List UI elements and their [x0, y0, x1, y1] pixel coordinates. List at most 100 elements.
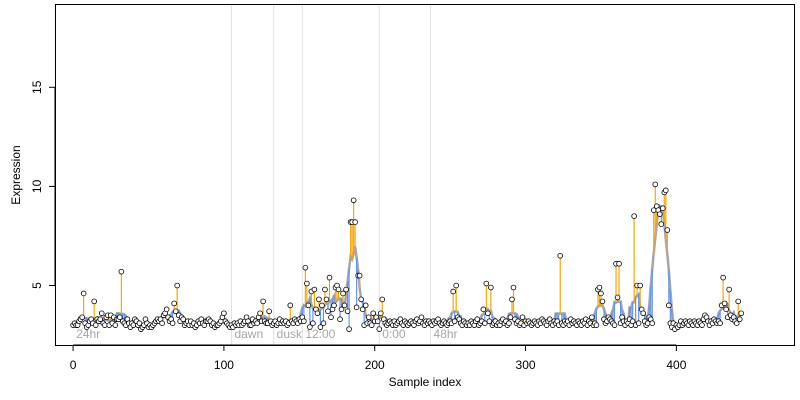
data-point [80, 290, 87, 297]
data-point [720, 274, 726, 281]
data-point [343, 286, 349, 293]
data-point [136, 320, 143, 326]
x-axis: 0 100 200 300 400 [70, 344, 687, 372]
y-tick-label: 15 [30, 80, 44, 94]
data-point [118, 268, 125, 275]
section-label: dusk [277, 327, 303, 341]
data-point [616, 260, 622, 267]
data-point [320, 320, 327, 326]
data-point [723, 306, 729, 313]
data-point [485, 310, 491, 317]
section-label: 24hr [76, 327, 100, 341]
data-point [557, 252, 564, 259]
section-labels: 24hr dawn dusk 12:00 0:00 48hr [76, 327, 457, 341]
data-point [735, 298, 741, 305]
data-point [359, 306, 366, 313]
data-point [323, 296, 330, 303]
data-point [629, 318, 636, 325]
x-axis-title: Sample index [389, 375, 462, 389]
data-point [314, 310, 321, 317]
y-axis: 5 10 15 [30, 80, 56, 289]
data-point [663, 187, 669, 194]
data-point [509, 296, 515, 303]
data-point [611, 322, 618, 328]
data-point [337, 316, 343, 323]
data-point [507, 314, 514, 321]
data-point [659, 205, 666, 212]
data-point [112, 322, 119, 328]
data-point [377, 310, 384, 317]
x-tick-label: 0 [70, 358, 77, 372]
data-point [593, 322, 600, 328]
data-point [302, 264, 309, 271]
x-tick-label: 400 [666, 358, 686, 372]
data-point [370, 310, 377, 317]
data-point [338, 306, 345, 313]
data-point [97, 316, 104, 323]
data-point [652, 181, 659, 188]
data-point [356, 272, 363, 279]
data-point [346, 326, 352, 332]
data-point [316, 296, 322, 303]
x-tick-label: 200 [365, 358, 385, 372]
data-point [480, 306, 487, 313]
data-point [91, 298, 98, 305]
data-point [726, 286, 732, 293]
data-point [117, 314, 123, 321]
data-point [163, 306, 170, 313]
data-point [307, 324, 313, 330]
data-point [450, 288, 456, 295]
data-point [451, 318, 458, 325]
data-point [649, 320, 656, 326]
section-dividers [230, 4, 432, 345]
data-point [474, 316, 481, 323]
section-label: dawn [234, 327, 263, 341]
data-point [631, 213, 637, 219]
data-point [599, 298, 606, 305]
section-label: 0:00 [382, 327, 406, 341]
data-point [171, 300, 177, 307]
data-point [510, 284, 517, 291]
data-point [358, 296, 364, 303]
data-point [637, 282, 643, 289]
data-point [379, 296, 386, 303]
data-point [656, 211, 663, 217]
data-point [305, 302, 312, 309]
data-point [326, 274, 333, 281]
data-point [325, 308, 331, 315]
data-point [736, 316, 743, 323]
data-point [169, 320, 176, 326]
data-point [311, 286, 318, 293]
y-tick-label: 5 [30, 282, 44, 289]
data-point [658, 221, 665, 227]
data-point [101, 322, 108, 328]
data-point [340, 290, 346, 297]
data-point [174, 282, 180, 289]
data-point [486, 318, 493, 325]
data-point [717, 320, 723, 326]
data-point [733, 320, 740, 326]
data-point [287, 302, 294, 309]
data-point [699, 322, 705, 328]
data-point [664, 227, 671, 233]
data-point [376, 326, 383, 332]
data-point [589, 314, 595, 321]
data-point [418, 314, 425, 321]
y-tick-label: 10 [30, 179, 44, 193]
data-point [352, 219, 358, 225]
data-point [362, 302, 369, 309]
data-point [519, 314, 526, 321]
data-point [368, 322, 375, 328]
data-point [482, 320, 488, 326]
data-point [350, 197, 357, 204]
section-label: 48hr [434, 327, 458, 341]
data-point [92, 322, 99, 328]
data-point [344, 308, 351, 315]
data-point [353, 304, 360, 311]
data-point [266, 308, 272, 315]
data-point [257, 310, 263, 317]
data-point [331, 302, 337, 309]
data-point [335, 286, 342, 293]
data-point [341, 302, 348, 309]
data-point [304, 280, 310, 287]
